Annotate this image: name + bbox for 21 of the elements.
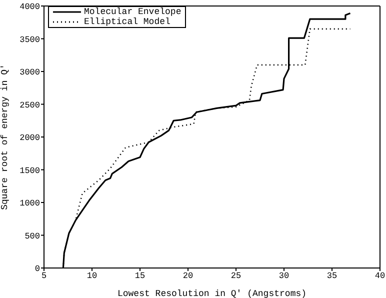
x-tick-label: 35 [326, 271, 338, 282]
y-axis-title: Square root of energy in Q′ [0, 64, 10, 210]
x-tick-label: 5 [41, 271, 47, 282]
y-tick-label: 0 [34, 264, 40, 274]
legend-label: Elliptical Model [84, 17, 170, 27]
legend-label: Molecular Envelope [84, 7, 182, 17]
y-tick-label: 1000 [20, 198, 40, 209]
x-tick-label: 15 [134, 271, 146, 282]
y-tick-label: 1500 [20, 166, 40, 176]
y-tick-label: 3500 [20, 34, 40, 45]
y-tick-label: 2500 [20, 100, 40, 110]
y-tick-label: 4000 [20, 2, 40, 12]
x-tick-label: 40 [374, 271, 386, 282]
y-tick-label: 3000 [20, 68, 40, 78]
x-tick-label: 10 [86, 271, 98, 282]
x-tick-label: 20 [182, 271, 194, 282]
y-tick-label: 500 [24, 231, 40, 242]
x-tick-label: 30 [278, 271, 290, 282]
x-axis-title: Lowest Resolution in Q′ (Angstroms) [117, 289, 307, 298]
y-tick-label: 2000 [20, 133, 40, 144]
x-tick-label: 25 [230, 271, 242, 282]
